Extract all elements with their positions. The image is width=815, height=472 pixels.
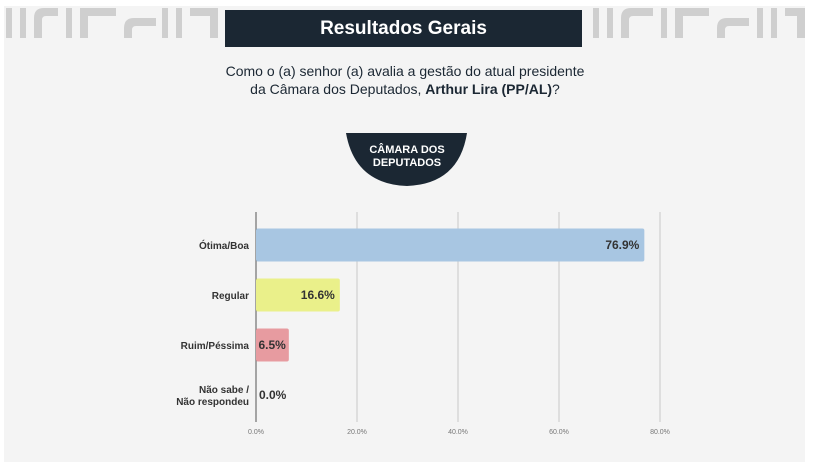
question-subject: Arthur Lira (PP/AL) (425, 81, 553, 97)
question-line-1: Como o (a) senhor (a) avalia a gestão do… (225, 63, 585, 79)
badge-line-2: DEPUTADOS (373, 157, 441, 169)
badge-line-1: CÂMARA DOS (369, 143, 444, 156)
badge-shape (346, 133, 467, 186)
x-tick-label: 80.0% (650, 429, 670, 436)
question-line-2-suffix: ? (552, 81, 560, 97)
x-tick-label: 0.0% (248, 429, 264, 436)
survey-question: Como o (a) senhor (a) avalia a gestão do… (170, 62, 640, 98)
bar (256, 228, 645, 262)
category-label: Regular (212, 291, 249, 302)
bar (256, 278, 340, 312)
data-label: 16.6% (301, 288, 335, 302)
category-label: Ruim/Péssima (181, 341, 250, 352)
x-tick-label: 60.0% (549, 429, 569, 436)
data-label: 76.9% (605, 238, 639, 252)
question-line-2-prefix: da Câmara dos Deputados, (250, 81, 426, 97)
decorative-pattern-right (593, 8, 805, 38)
bar (256, 328, 289, 362)
category-label: Não respondeu (176, 397, 249, 408)
decorative-pattern-left (6, 8, 218, 38)
x-tick-label: 20.0% (347, 429, 367, 436)
category-label: Não sabe / (199, 385, 249, 396)
page-title: Resultados Gerais (225, 10, 582, 47)
question-line-2: da Câmara dos Deputados, Arthur Lira (PP… (170, 80, 640, 98)
x-tick-label: 40.0% (448, 429, 468, 436)
category-label: Ótima/Boa (199, 239, 249, 252)
data-label: 6.5% (258, 338, 286, 352)
data-label: 0.0% (259, 388, 287, 402)
